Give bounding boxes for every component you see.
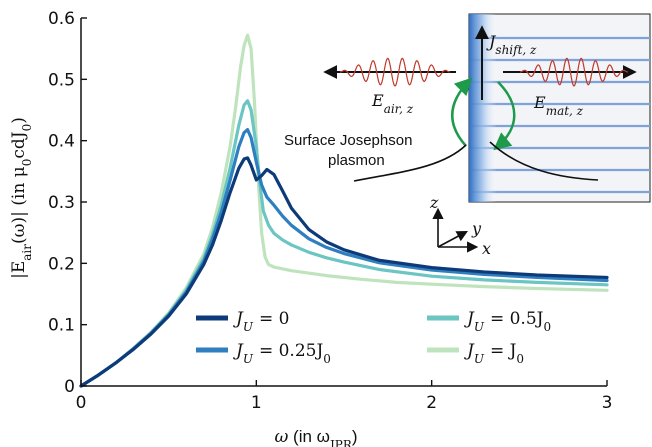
series-line-0: [79, 156, 609, 388]
axes-layer: 0 1 2 3 0 0.1 0.2 0.3 0.4 0.5 0.6: [48, 9, 612, 413]
coupling-arc-right: [493, 81, 516, 151]
e-air-label: Eair, z: [371, 91, 414, 116]
coord-y-axis: [437, 230, 468, 248]
legend-label-3: JU = J0: [464, 341, 524, 366]
y-tick-label-5: 0.5: [48, 70, 75, 90]
surface-plasmon-label-line2: plasmon: [328, 152, 385, 169]
y-tick-label-1: 0.1: [48, 316, 75, 336]
y-tick-label-3: 0.3: [48, 193, 75, 213]
y-tick-label-6: 0.6: [48, 9, 75, 29]
x-tick-label-0: 0: [76, 393, 87, 413]
y-tick-label-4: 0.4: [48, 132, 75, 152]
plasmon-curve-right: [489, 141, 599, 181]
coord-z-label: z: [429, 193, 439, 212]
x-tick-label-3: 3: [602, 393, 613, 413]
coord-x-label: x: [482, 239, 491, 258]
y-tick-label-0: 0: [64, 377, 75, 397]
plot-area: 0 1 2 3 0 0.1 0.2 0.3 0.4 0.5 0.6: [48, 9, 612, 413]
x-tick-label-1: 1: [251, 393, 262, 413]
legend: JU = 0 JU = 0.25J0 JU = 0.5J0 JU = J0: [196, 309, 551, 366]
e-air-wave: [339, 57, 451, 87]
coord-y-label: y: [471, 219, 482, 238]
e-mat-label: Emat, z: [533, 93, 584, 118]
j-shift-label: Jshift, z: [486, 32, 537, 57]
x-tick-label-2: 2: [426, 393, 437, 413]
legend-label-0: JU = 0: [233, 309, 289, 334]
inset-schematic: Jshift, z Eair, z Emat, z Surface Joseph…: [284, 13, 651, 258]
y-tick-label-2: 0.2: [48, 254, 75, 274]
series-layer: [79, 33, 609, 388]
coupling-arc-left: [451, 77, 473, 147]
surface-plasmon-label-line1: Surface Josephson: [284, 132, 412, 149]
legend-label-1: JU = 0.25J0: [233, 341, 331, 366]
x-axis-label: ω (in ωJPR): [274, 427, 357, 447]
y-axis-label: |Eair(ω)| (in μ0cdJ0): [9, 117, 34, 279]
plasmon-curve-left: [353, 144, 467, 182]
e-mat-wave: [519, 57, 629, 87]
legend-label-2: JU = 0.5J0: [464, 309, 551, 334]
